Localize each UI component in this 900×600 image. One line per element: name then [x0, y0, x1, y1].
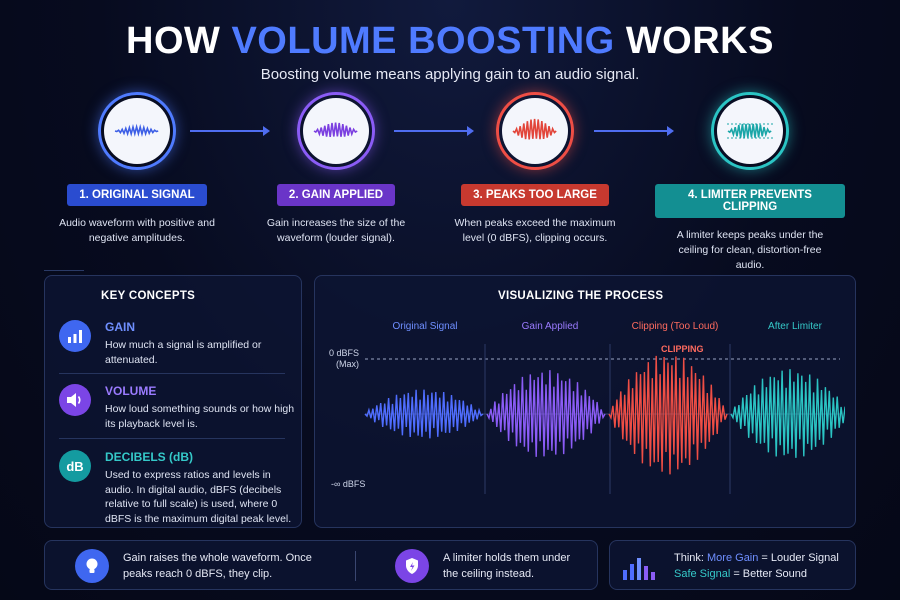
- concept-text: How much a signal is amplified or attenu…: [105, 339, 262, 366]
- concept-gain: GAIN How much a signal is amplified or a…: [59, 320, 299, 367]
- divider: [59, 438, 285, 439]
- visualizing-title: VISUALIZING THE PROCESS: [498, 290, 664, 302]
- step-1: 1. ORIGINAL SIGNAL Audio waveform with p…: [42, 92, 232, 246]
- segment-waveform: [364, 389, 484, 439]
- think-accent-2: Safe Signal: [674, 568, 731, 580]
- limited-waveform-icon: [727, 123, 773, 139]
- segment-label: Original Signal: [392, 321, 458, 332]
- step-ring: [98, 92, 176, 170]
- think-line-2: Safe Signal = Better Sound: [674, 566, 854, 582]
- step-3: 3. PEAKS TOO LARGE When peaks exceed the…: [440, 92, 630, 246]
- segment-label: After Limiter: [768, 321, 822, 332]
- step-icon-bg: [502, 98, 568, 164]
- waveform-visualization: [364, 344, 845, 494]
- waveform-icon: [313, 122, 358, 138]
- step-label: 1. ORIGINAL SIGNAL: [67, 184, 207, 206]
- concept-name: VOLUME: [105, 384, 157, 398]
- step-desc: Gain increases the size of the waveform …: [266, 217, 406, 244]
- bars-icon: [623, 558, 655, 580]
- think-line-1: Think: More Gain = Louder Signal: [674, 550, 854, 566]
- divider: [59, 373, 285, 374]
- step-icon-bg: [104, 98, 170, 164]
- visualizing-panel: VISUALIZING THE PROCESS Original Signal G…: [314, 275, 856, 528]
- step-2: 2. GAIN APPLIED Gain increases the size …: [241, 92, 431, 246]
- think-text: Think: More Gain = Louder Signal Safe Si…: [674, 550, 854, 582]
- ceiling-label: 0 dBFS: [328, 348, 359, 358]
- divider: [355, 551, 356, 581]
- segment-waveform: [486, 370, 606, 457]
- think-box: Think: More Gain = Louder Signal Safe Si…: [609, 540, 856, 590]
- segment-waveform: [608, 355, 728, 475]
- ceiling-axis-label: 0 dBFS (Max): [327, 348, 359, 370]
- step-label: 4. LIMITER PREVENTS CLIPPING: [655, 184, 845, 218]
- segment-waveform: [730, 369, 845, 458]
- segment-label: Clipping (Too Loud): [631, 321, 719, 332]
- page-title: HOW VOLUME BOOSTING WORKS: [0, 20, 900, 63]
- gain-summary: Gain raises the whole waveform. Once pea…: [123, 552, 312, 580]
- segment-label: Gain Applied: [521, 321, 579, 332]
- step-label: 2. GAIN APPLIED: [276, 184, 396, 206]
- waveform-line: [727, 123, 772, 138]
- waveform-line: [114, 123, 159, 137]
- key-concepts-panel: KEY CONCEPTS GAIN How much a signal is a…: [44, 275, 302, 528]
- step-icon-bg: [717, 98, 783, 164]
- concept-name: DECIBELS (dB): [105, 450, 193, 464]
- step-icon-bg: [303, 98, 369, 164]
- step-4: 4. LIMITER PREVENTS CLIPPING A limiter k…: [655, 92, 845, 273]
- speaker-icon: [59, 384, 91, 416]
- shield-icon: [395, 549, 429, 583]
- step-ring: [711, 92, 789, 170]
- arrow-icon: [190, 126, 270, 136]
- waveform-icon: [512, 118, 557, 140]
- think-rest-1: = Louder Signal: [758, 552, 839, 564]
- concept-decibels: dB DECIBELS (dB) Used to express ratios …: [59, 450, 299, 526]
- floor-label: -∞ dBFS: [331, 479, 366, 489]
- waveform-icon: [114, 123, 159, 137]
- lightbulb-icon: [75, 549, 109, 583]
- concept-volume: VOLUME How loud something sounds or how …: [59, 384, 299, 431]
- bar-chart-icon: [59, 320, 91, 352]
- concept-text: Used to express ratios and levels in aud…: [105, 469, 292, 525]
- arrow-icon: [394, 126, 474, 136]
- ceiling-sublabel: (Max): [336, 359, 359, 369]
- step-ring: [297, 92, 375, 170]
- step-desc: When peaks exceed the maximum level (0 d…: [454, 217, 616, 244]
- limiter-summary: A limiter holds them under the ceiling i…: [443, 552, 571, 580]
- clipping-label: CLIPPING: [661, 344, 704, 354]
- step-desc: A limiter keeps peaks under the ceiling …: [676, 229, 824, 271]
- bottom-summary: Gain raises the whole waveform. Once pea…: [44, 540, 598, 590]
- waveform-line: [313, 122, 358, 138]
- concept-name: GAIN: [105, 320, 135, 334]
- step-label: 3. PEAKS TOO LARGE: [461, 184, 609, 206]
- page-subtitle: Boosting volume means applying gain to a…: [260, 66, 640, 83]
- key-concepts-title: KEY CONCEPTS: [101, 290, 196, 302]
- step-ring: [496, 92, 574, 170]
- think-rest-2: = Better Sound: [730, 568, 808, 580]
- title-accent: VOLUME BOOSTING: [231, 20, 615, 62]
- concept-text: How loud something sounds or how high it…: [105, 403, 295, 430]
- arrow-icon: [594, 126, 674, 136]
- title-suffix: WORKS: [625, 20, 774, 62]
- db-icon: dB: [59, 450, 91, 482]
- divider: [44, 270, 84, 271]
- step-desc: Audio waveform with positive and negativ…: [59, 217, 215, 244]
- think-accent-1: More Gain: [707, 552, 759, 564]
- waveform-line: [512, 118, 557, 140]
- think-prefix: Think:: [674, 552, 708, 564]
- title-prefix: HOW: [126, 20, 221, 62]
